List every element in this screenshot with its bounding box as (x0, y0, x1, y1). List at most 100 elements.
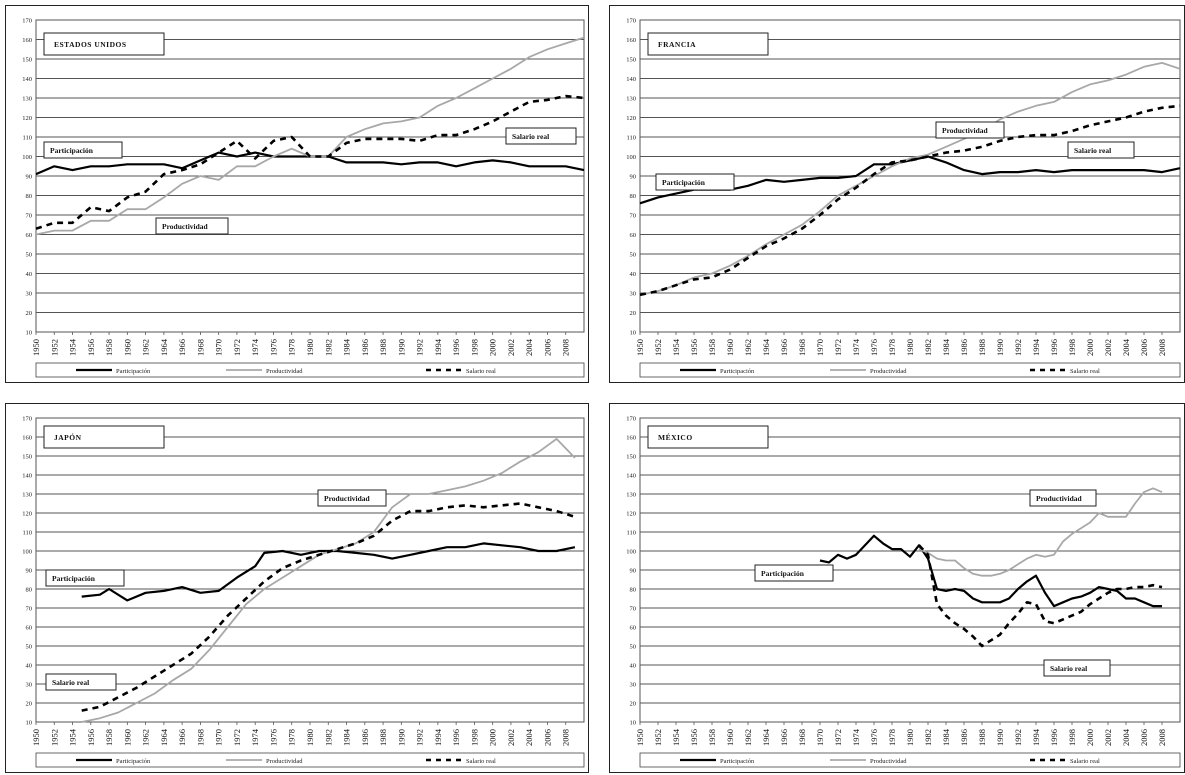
annotation-label: Participación (761, 569, 805, 578)
x-tick-label: 2000 (1085, 729, 1095, 746)
y-tick-label: 10 (630, 330, 637, 337)
y-tick-label: 20 (630, 310, 637, 317)
x-tick-label: 1960 (122, 729, 132, 746)
x-tick-label: 1986 (360, 339, 370, 356)
y-tick-label: 140 (22, 76, 32, 83)
legend-label: Participación (720, 758, 755, 765)
x-tick-label: 1998 (1067, 339, 1077, 356)
x-tick-label: 2008 (561, 729, 571, 746)
x-tick-label: 1952 (49, 339, 59, 356)
chart-title-box (647, 32, 769, 56)
y-tick-label: 30 (26, 291, 33, 298)
x-tick-label: 1980 (305, 339, 315, 356)
y-tick-label: 70 (630, 213, 637, 220)
x-tick-label: 1978 (287, 339, 297, 356)
y-tick-label: 10 (26, 330, 33, 337)
annotation-box (155, 217, 229, 235)
x-tick-label: 1998 (469, 729, 479, 746)
y-tick-label: 20 (630, 701, 637, 708)
x-tick-label: 2006 (1139, 729, 1149, 746)
annotation-box (935, 121, 1005, 139)
chart-svg: 10 20 30 40 50 60 70 80 90 100 110 120 130 140 150 160 1… (626, 416, 1181, 768)
y-tick-label: 70 (630, 606, 637, 613)
x-tick-label: 1958 (707, 339, 717, 356)
x-tick-label: 2002 (1103, 339, 1113, 356)
x-tick-label: 1990 (995, 729, 1005, 746)
series-line-salario-real (81, 502, 576, 712)
x-tick-label: 1980 (905, 729, 915, 746)
x-tick-label: 1962 (743, 729, 753, 746)
x-tick-label: 1954 (68, 728, 78, 746)
chart-panel-francia: 10 20 30 40 50 60 70 80 90 100 110 120 130 140 150 160 1… (609, 5, 1185, 383)
x-tick-label: 1966 (177, 339, 187, 356)
x-tick-label: 1968 (195, 729, 205, 746)
x-tick-label: 1966 (177, 729, 187, 746)
legend-box (35, 752, 585, 768)
annotation-label: Salario real (512, 132, 549, 141)
legend-label: Salario real (466, 758, 496, 765)
y-tick-label: 130 (626, 96, 636, 103)
x-tick-label: 1972 (833, 729, 843, 746)
y-tick-label: 50 (630, 644, 637, 651)
annotation-label: Salario real (1074, 146, 1111, 155)
annotation-box (45, 569, 125, 587)
legend-box (35, 362, 585, 378)
x-tick-label: 1954 (68, 338, 78, 356)
annotation-box (655, 173, 735, 191)
annotation-label: Participación (662, 178, 706, 187)
x-tick-label: 1986 (959, 729, 969, 746)
x-tick-label: 1988 (977, 729, 987, 746)
chart-panel-estados-unidos: 10 20 30 40 50 60 70 80 90 100 110 120 130 140 150 160 1… (5, 5, 589, 383)
y-tick-label: 90 (630, 174, 637, 181)
annotation-box (505, 127, 577, 145)
legend-label: Productividad (870, 758, 907, 765)
chart-title: ESTADOS UNIDOS (54, 40, 127, 49)
x-tick-label: 1964 (761, 338, 771, 356)
series-line-salario-real (918, 544, 1163, 648)
y-tick-label: 160 (22, 435, 32, 442)
legend-box (639, 752, 1181, 768)
x-tick-label: 1982 (923, 339, 933, 356)
y-tick-label: 110 (22, 135, 32, 142)
x-tick-label: 2004 (1121, 728, 1131, 746)
x-tick-label: 1994 (433, 338, 443, 356)
y-tick-label: 120 (626, 511, 636, 518)
y-tick-label: 40 (630, 663, 637, 670)
series-line-salario-real (35, 94, 585, 230)
y-tick-label: 60 (630, 232, 637, 239)
x-tick-label: 1992 (415, 339, 425, 356)
x-tick-label: 1954 (671, 338, 681, 356)
y-tick-label: 50 (630, 252, 637, 259)
x-tick-label: 1984 (342, 338, 352, 356)
x-tick-label: 1960 (122, 339, 132, 356)
y-tick-label: 110 (626, 530, 636, 537)
chart-panel-japon: 10 20 30 40 50 60 70 80 90 100 110 120 130 140 150 160 1… (5, 403, 589, 773)
x-tick-label: 2004 (524, 338, 534, 356)
y-tick-label: 160 (22, 37, 32, 44)
x-tick-label: 1974 (851, 338, 861, 356)
x-tick-label: 1952 (653, 729, 663, 746)
series-line-productividad (639, 62, 1181, 296)
x-tick-label: 1980 (305, 729, 315, 746)
y-tick-label: 160 (626, 435, 636, 442)
x-tick-label: 1996 (1049, 729, 1059, 746)
chart-svg: 10 20 30 40 50 60 70 80 90 100 110 120 130 140 150 160 1… (626, 18, 1181, 378)
x-tick-label: 1966 (779, 729, 789, 746)
x-tick-label: 1962 (141, 729, 151, 746)
legend-label: Participación (720, 368, 755, 375)
x-tick-label: 1978 (287, 729, 297, 746)
annotation-box (1029, 489, 1097, 507)
x-tick-label: 1996 (451, 729, 461, 746)
y-tick-label: 130 (626, 492, 636, 499)
annotation-label: Productividad (1036, 494, 1083, 503)
x-tick-label: 2006 (542, 729, 552, 746)
legend-label: Salario real (466, 368, 496, 375)
y-tick-label: 170 (22, 18, 32, 25)
chart-title-box (647, 425, 769, 449)
x-tick-label: 1970 (815, 729, 825, 746)
x-tick-label: 1956 (86, 729, 96, 746)
chart-svg: 10 20 30 40 50 60 70 80 90 100 110 120 130 140 150 160 1… (22, 416, 585, 768)
legend-label: Productividad (266, 368, 303, 375)
legend-box (639, 362, 1181, 378)
legend-label: Salario real (1070, 368, 1100, 375)
